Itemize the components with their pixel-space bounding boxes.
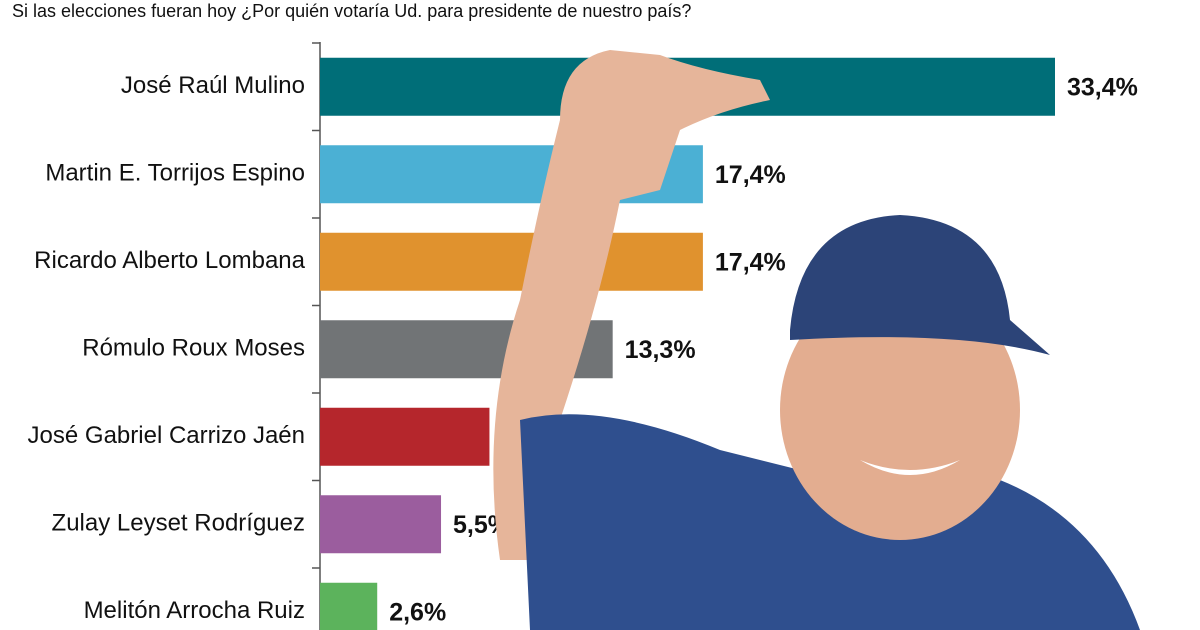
category-label: Rómulo Roux Moses <box>82 335 305 362</box>
category-label: José Raúl Mulino <box>121 72 305 99</box>
category-label: Melitón Arrocha Ruiz <box>84 597 305 624</box>
bar <box>320 495 442 554</box>
category-label: Ricardo Alberto Lombana <box>34 247 305 274</box>
category-label: Martin E. Torrijos Espino <box>45 160 305 187</box>
arm <box>493 50 770 560</box>
bar <box>320 582 378 630</box>
value-label: 2,6% <box>389 598 446 626</box>
value-label: 17,4% <box>715 161 786 189</box>
photo <box>493 50 1140 630</box>
category-label: José Gabriel Carrizo Jaén <box>28 422 305 449</box>
category-label: Zulay Leyset Rodríguez <box>52 510 305 537</box>
chart-title: Si las elecciones fueran hoy ¿Por quién … <box>12 1 691 21</box>
face <box>780 280 1020 540</box>
bar <box>320 232 703 291</box>
value-label: 13,3% <box>625 336 696 364</box>
shirt <box>520 414 1140 630</box>
smile <box>860 460 960 475</box>
cap <box>790 215 1050 355</box>
value-label: 17,4% <box>715 248 786 276</box>
value-label: 33,4% <box>1067 73 1138 101</box>
bar <box>320 407 490 466</box>
